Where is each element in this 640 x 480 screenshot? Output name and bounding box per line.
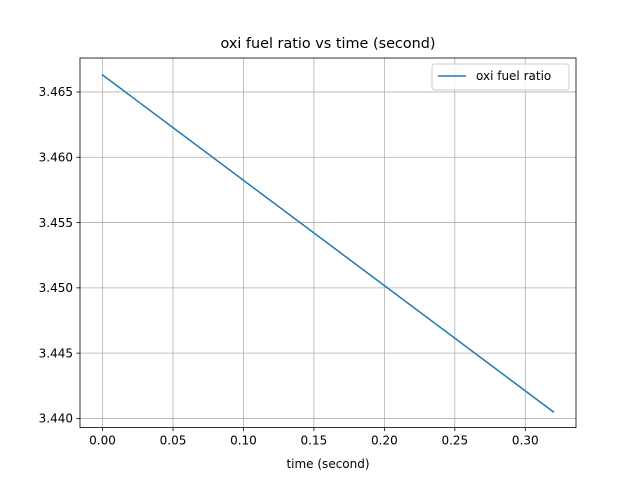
y-tick-label: 3.455 (39, 216, 73, 230)
legend: oxi fuel ratio (431, 63, 570, 91)
x-axis-ticks: 0.00 0.05 0.10 0.15 0.20 0.25 0.30 (89, 427, 539, 448)
x-tick-label: 0.10 (230, 434, 257, 448)
chart-title: oxi fuel ratio vs time (second) (220, 36, 435, 52)
x-tick-label: 0.15 (301, 434, 328, 448)
legend-label: oxi fuel ratio (476, 69, 551, 83)
x-tick-label: 0.30 (512, 434, 539, 448)
x-grid (102, 58, 526, 428)
y-tick-label: 3.450 (39, 281, 73, 295)
series-line-0 (101, 73, 555, 413)
plot-area: 0.00 0.05 0.10 0.15 0.20 0.25 0.30 3.4403.4453… (39, 57, 577, 448)
y-tick-label: 3.440 (39, 412, 73, 426)
y-axis-ticks: 3.440 3.445 3.450 3.455 3.460 3.465 (39, 85, 80, 426)
x-tick-label: 0.00 (89, 434, 116, 448)
x-tick-label: 0.20 (371, 434, 398, 448)
y-tick-label: 3.445 (39, 346, 73, 360)
x-tick-label: 0.25 (441, 434, 468, 448)
series-layer (101, 73, 555, 413)
y-grid (80, 91, 576, 419)
legend-box (431, 63, 570, 91)
x-tick-label: 0.05 (160, 434, 187, 448)
y-tick-label: 3.465 (39, 85, 73, 99)
axes-frame (79, 57, 577, 429)
y-tick-label: 3.460 (39, 150, 73, 164)
x-axis-label: time (second) (286, 457, 369, 471)
